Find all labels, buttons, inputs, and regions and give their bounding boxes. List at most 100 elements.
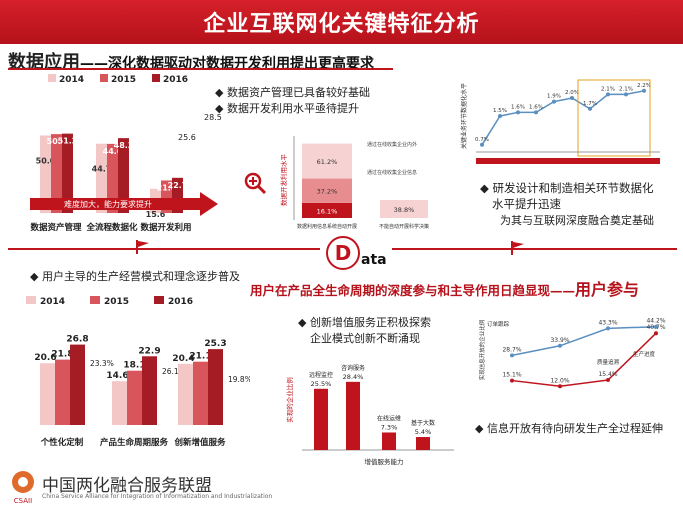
data-point bbox=[606, 92, 610, 97]
data-point bbox=[480, 142, 484, 147]
data-point bbox=[654, 331, 658, 336]
point-label: 1.9% bbox=[547, 94, 561, 100]
bar-value-label: 44.6 bbox=[103, 147, 123, 156]
point-label: 1.6% bbox=[511, 104, 525, 110]
bar bbox=[55, 359, 70, 425]
bar-value-label: 5.4% bbox=[415, 428, 432, 436]
legend-swatch bbox=[48, 74, 56, 82]
magnifier-icon bbox=[244, 172, 267, 195]
point-label: 2.1% bbox=[619, 86, 633, 92]
category-label: 远程监控 bbox=[309, 371, 333, 379]
point-label: 15.4% bbox=[598, 371, 617, 378]
segment-label: 61.2% bbox=[317, 158, 338, 166]
annotation-label: 生产进度 bbox=[633, 350, 656, 358]
data-point bbox=[516, 110, 520, 115]
data-badge-rest: ata bbox=[361, 252, 387, 268]
bar bbox=[346, 381, 360, 450]
bar bbox=[51, 134, 62, 213]
bar-value-label: 20.6 bbox=[34, 353, 56, 363]
bullet-openness: ◆ 信息开放有待向研发生产全过程延伸 bbox=[475, 422, 663, 435]
x-axis-label: 增值服务能力 bbox=[365, 457, 404, 466]
category-label: 不能自动开展科学决策 bbox=[379, 223, 429, 230]
bar-value-label: 22.7 bbox=[168, 181, 188, 190]
bar bbox=[382, 432, 396, 450]
legend-label: 2015 bbox=[104, 297, 129, 307]
data-point bbox=[642, 88, 646, 93]
point-label: 2.2% bbox=[637, 83, 651, 89]
data-point bbox=[558, 384, 562, 389]
data-point bbox=[606, 378, 610, 383]
bullet-utilization: ◆ 数据开发利用水平亟待提升 bbox=[215, 102, 359, 115]
annotation-label: 质量追溯 bbox=[597, 358, 620, 366]
bar-value-label: 18.1 bbox=[123, 361, 145, 371]
legend-label: 2016 bbox=[163, 75, 188, 85]
org-name-cn: 中国两化融合服务联盟 bbox=[42, 476, 212, 496]
bar bbox=[193, 361, 208, 425]
annotation-label: 25.6 bbox=[178, 133, 196, 142]
bar bbox=[314, 388, 328, 450]
bar-value-label: 7.3% bbox=[381, 423, 398, 431]
data-point bbox=[654, 324, 658, 329]
chart-data-application: 2014 2015 2016 50.0 50.951.2 数据资产管理 44.7 44.648… bbox=[30, 74, 222, 233]
bar bbox=[107, 143, 118, 213]
org-name-en: China Service Alliance for Integration o… bbox=[42, 493, 273, 500]
bar-value-label: 25.3 bbox=[204, 339, 226, 349]
bar-value-label: 44.7 bbox=[92, 165, 112, 174]
bar bbox=[70, 344, 85, 425]
bar bbox=[40, 363, 55, 425]
legend-swatch bbox=[154, 296, 164, 304]
legend-label: 2015 bbox=[111, 75, 136, 85]
growth-label: 26.1% bbox=[162, 367, 186, 376]
category-label: 咨询服务 bbox=[341, 364, 365, 372]
bar bbox=[62, 133, 73, 213]
svg-text:CSAII: CSAII bbox=[14, 497, 32, 505]
flag-icon-2 bbox=[511, 241, 524, 255]
point-label: 0.7% bbox=[475, 137, 489, 143]
point-label: 33.9% bbox=[550, 337, 569, 344]
stack-segment bbox=[302, 178, 352, 203]
bar-value-label: 22.9 bbox=[138, 346, 160, 356]
category-label: 基于大数 bbox=[411, 419, 435, 427]
legend-label: 2014 bbox=[59, 75, 84, 85]
point-label: 2.0% bbox=[565, 90, 579, 96]
bar bbox=[172, 177, 183, 213]
mid-divider-right bbox=[392, 248, 677, 250]
logo-icon: CSAII bbox=[12, 471, 34, 505]
bullet-asset: ◆ 数据资产管理已具备较好基础 bbox=[215, 86, 370, 99]
data-point bbox=[510, 378, 514, 383]
data-point bbox=[606, 326, 610, 331]
bar bbox=[96, 143, 107, 213]
bar-value-label: 51.2 bbox=[58, 137, 78, 146]
bar bbox=[178, 363, 193, 425]
y-axis-label: 数据开发利用水平 bbox=[280, 154, 288, 207]
bar bbox=[161, 180, 172, 213]
right-text-3: 为其与互联网深度融合奠定基础 bbox=[500, 214, 654, 227]
growth-label: 19.8% bbox=[228, 375, 250, 384]
series-line bbox=[481, 90, 645, 146]
bar-value-label: 14.6 bbox=[106, 371, 128, 381]
y-axis-label: 实现的企业比例 bbox=[285, 377, 294, 423]
stack-segment bbox=[302, 143, 352, 179]
difficulty-arrow bbox=[30, 192, 218, 216]
data-point bbox=[510, 353, 514, 358]
section-data-main: 数据应用 bbox=[8, 52, 80, 73]
point-label: 40.7% bbox=[646, 324, 665, 331]
category-label: 产品生命周期服务 bbox=[100, 437, 169, 448]
bar bbox=[416, 437, 430, 450]
bar bbox=[127, 370, 142, 425]
point-label: 28.7% bbox=[502, 346, 521, 353]
category-label: 在线运维 bbox=[377, 414, 401, 422]
bar-value-label: 28.4% bbox=[343, 373, 364, 381]
point-label: 2.1% bbox=[601, 86, 615, 92]
category-label: 创新增值服务 bbox=[173, 437, 226, 448]
difficulty-label: 难度加大，能力要求提升 bbox=[64, 199, 152, 209]
data-point bbox=[588, 106, 592, 111]
annotation-label: 28.5 bbox=[204, 113, 222, 122]
series-line bbox=[511, 332, 657, 388]
point-label: 1.7% bbox=[583, 101, 597, 107]
bar-value-label: 21.1 bbox=[189, 352, 211, 362]
legend-swatch bbox=[90, 296, 100, 304]
note-label: 通过在线收集企业内外 bbox=[367, 141, 417, 148]
y-axis-label: 关键业务环节数据化水平 bbox=[460, 83, 468, 149]
segment-label: 16.1% bbox=[317, 207, 338, 215]
